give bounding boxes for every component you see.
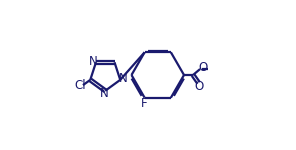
- Text: N: N: [100, 87, 109, 100]
- Text: N: N: [89, 55, 98, 68]
- Text: Cl: Cl: [74, 79, 86, 92]
- Text: N: N: [119, 72, 128, 85]
- Text: O: O: [198, 61, 207, 74]
- Text: F: F: [141, 97, 147, 110]
- Text: O: O: [194, 80, 204, 93]
